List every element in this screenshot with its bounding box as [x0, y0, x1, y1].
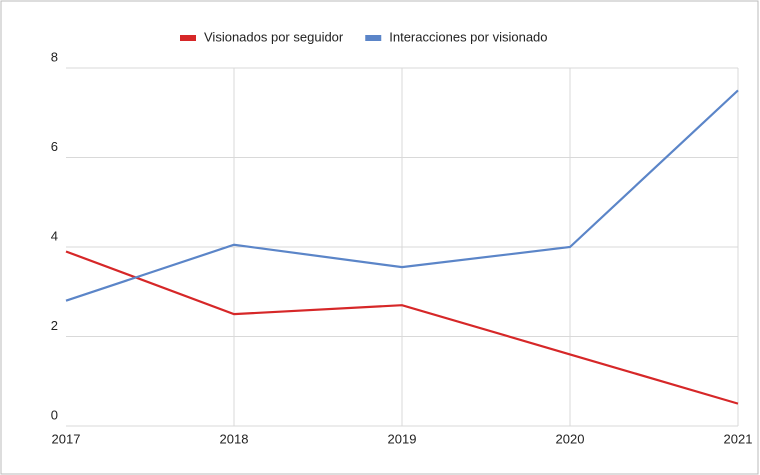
- legend-swatch: [365, 35, 382, 41]
- x-tick-label: 2020: [556, 431, 585, 446]
- legend-swatch: [180, 35, 196, 41]
- x-tick-label: 2021: [724, 431, 753, 446]
- legend-label: Interacciones por visionado: [389, 29, 547, 44]
- line-series: [65, 89, 739, 302]
- x-tick-label: 2018: [220, 431, 249, 446]
- legend-label: Visionados por seguidor: [204, 29, 344, 44]
- y-tick-label: 0: [51, 407, 58, 422]
- y-tick-label: 8: [51, 49, 58, 64]
- x-tick-label: 2017: [52, 431, 81, 446]
- x-tick-label: 2019: [388, 431, 417, 446]
- line-series: [65, 250, 739, 405]
- y-tick-label: 2: [51, 318, 58, 333]
- y-tick-label: 6: [51, 139, 58, 154]
- y-tick-label: 4: [51, 228, 58, 243]
